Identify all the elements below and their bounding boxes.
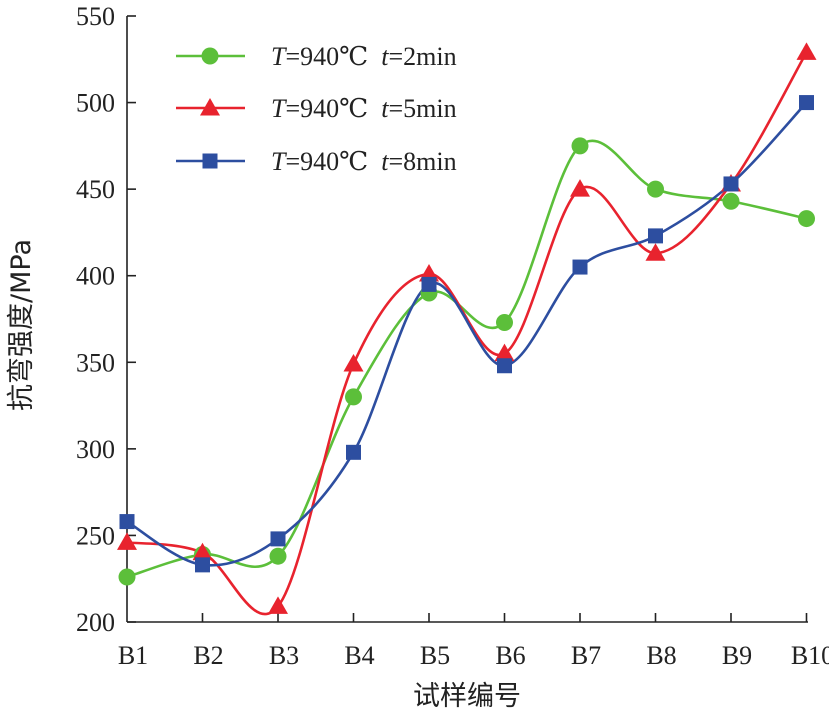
data-point-series-1 bbox=[496, 313, 513, 331]
legend-marker-3 bbox=[202, 153, 218, 169]
legend-entry-3: T=940℃ t=8min bbox=[271, 147, 457, 176]
series-markers bbox=[117, 42, 817, 614]
y-tick-label: 350 bbox=[76, 348, 115, 377]
x-tick-label: B7 bbox=[571, 641, 601, 670]
y-tick-label: 400 bbox=[76, 262, 115, 291]
x-tick-label: B6 bbox=[495, 641, 525, 670]
x-tick-label: B3 bbox=[269, 641, 299, 670]
series-lines bbox=[126, 51, 808, 616]
data-point-series-3 bbox=[799, 95, 814, 111]
data-point-series-2 bbox=[117, 532, 137, 550]
x-tick-label: B9 bbox=[722, 641, 752, 670]
legend: T=940℃ t=2min T=940℃ t=5min T=940℃ t=8min bbox=[176, 42, 457, 176]
data-point-series-3 bbox=[195, 557, 210, 573]
x-tick-label: B8 bbox=[646, 641, 676, 670]
data-point-series-1 bbox=[269, 547, 287, 565]
data-point-series-3 bbox=[572, 259, 588, 275]
data-point-series-2 bbox=[645, 243, 666, 261]
legend-entry-2: T=940℃ t=5min bbox=[271, 94, 457, 123]
data-point-series-1 bbox=[345, 388, 362, 406]
data-point-series-2 bbox=[268, 596, 288, 614]
data-point-series-3 bbox=[421, 276, 437, 292]
data-point-series-2 bbox=[796, 42, 817, 60]
series-line-3 bbox=[126, 101, 808, 567]
x-axis-label: 试样编号 bbox=[413, 681, 521, 712]
data-point-series-2 bbox=[570, 179, 590, 197]
data-point-series-3 bbox=[119, 514, 135, 530]
data-point-series-3 bbox=[723, 176, 739, 192]
data-point-series-1 bbox=[722, 192, 740, 210]
data-point-series-1 bbox=[571, 137, 589, 155]
x-tick-label: B4 bbox=[344, 641, 374, 670]
y-tick-label: 450 bbox=[76, 175, 115, 204]
y-axis-label: 抗弯强度/MPa bbox=[6, 239, 37, 411]
x-tick-label: B5 bbox=[420, 641, 450, 670]
legend-marker-1 bbox=[201, 47, 219, 65]
data-point-series-3 bbox=[648, 228, 663, 244]
legend-marker-2 bbox=[200, 98, 220, 116]
x-tick-label: B1 bbox=[118, 641, 148, 670]
data-point-series-2 bbox=[192, 542, 213, 561]
y-tick-label: 300 bbox=[76, 435, 115, 464]
y-tick-label: 250 bbox=[76, 521, 115, 550]
x-tick-label: B10 bbox=[791, 641, 829, 670]
x-ticks: B1 B2 B3 B4 B5 B6 B7 B8 B9 B10 bbox=[118, 613, 829, 670]
data-point-series-3 bbox=[346, 444, 361, 460]
data-point-series-1 bbox=[798, 210, 815, 228]
data-point-series-2 bbox=[343, 354, 364, 372]
x-tick-label: B2 bbox=[193, 641, 223, 670]
data-point-series-2 bbox=[494, 343, 515, 362]
y-tick-label: 200 bbox=[76, 608, 115, 637]
data-point-series-1 bbox=[647, 180, 664, 198]
data-point-series-3 bbox=[497, 358, 512, 374]
y-tick-label: 500 bbox=[76, 89, 115, 118]
series-line-2 bbox=[126, 51, 808, 616]
legend-entry-1: T=940℃ t=2min bbox=[271, 42, 457, 71]
y-ticks: 200 250 300 350 400 450 500 550 bbox=[76, 2, 136, 637]
data-point-series-1 bbox=[118, 568, 136, 586]
y-tick-label: 550 bbox=[76, 2, 115, 31]
data-point-series-3 bbox=[270, 531, 286, 547]
